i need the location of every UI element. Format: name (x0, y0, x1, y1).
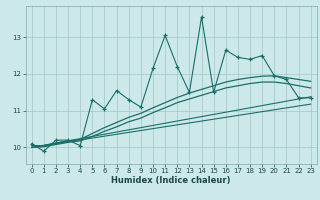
X-axis label: Humidex (Indice chaleur): Humidex (Indice chaleur) (111, 176, 231, 185)
